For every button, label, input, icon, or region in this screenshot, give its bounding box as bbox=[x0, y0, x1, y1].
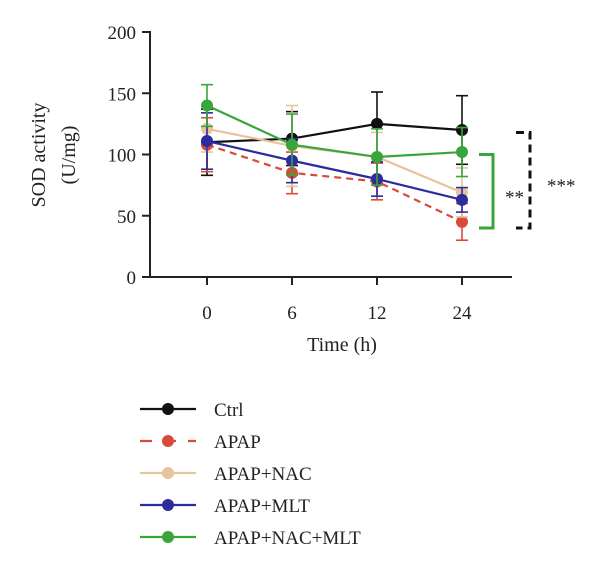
y-tick-label: 200 bbox=[108, 23, 137, 44]
legend-item: APAP+MLT bbox=[140, 496, 310, 517]
y-tick-label: 50 bbox=[117, 207, 136, 228]
data-point bbox=[201, 135, 213, 148]
series-layer bbox=[201, 83, 468, 242]
legend-item: APAP+NAC+MLT bbox=[140, 528, 361, 549]
data-point bbox=[286, 138, 298, 151]
x-axis-title: Time (h) bbox=[307, 334, 377, 356]
series-line bbox=[206, 143, 463, 223]
legend-swatch-marker bbox=[162, 467, 174, 479]
y-axis-unit: (U/mg) bbox=[58, 126, 80, 185]
significance-bracket: ** bbox=[479, 153, 524, 230]
data-point bbox=[456, 193, 468, 206]
legend-label: APAP bbox=[214, 432, 261, 453]
legend-label: APAP+NAC+MLT bbox=[214, 528, 361, 549]
legend: Ctrl APAP APAP+NAC APAP+MLT APAP+NAC+MLT bbox=[140, 400, 361, 549]
y-axis-title: SOD activity bbox=[28, 103, 50, 208]
x-tick-label: 24 bbox=[453, 303, 473, 324]
legend-swatch-marker bbox=[162, 435, 174, 447]
data-point bbox=[201, 99, 213, 112]
significance-bracket: *** bbox=[516, 130, 576, 230]
series-line bbox=[206, 104, 463, 159]
data-point bbox=[371, 117, 383, 130]
legend-item: APAP+NAC bbox=[140, 464, 312, 485]
significance-label: *** bbox=[547, 176, 576, 197]
x-tick-label: 0 bbox=[202, 303, 212, 324]
legend-item: APAP bbox=[140, 432, 261, 453]
data-point bbox=[456, 215, 468, 228]
y-tick-label: 150 bbox=[108, 84, 137, 105]
data-point bbox=[456, 146, 468, 159]
legend-label: APAP+NAC bbox=[214, 464, 312, 485]
x-tick-label: 12 bbox=[368, 303, 387, 324]
series-ctrl bbox=[201, 91, 468, 177]
legend-label: Ctrl bbox=[214, 400, 244, 421]
legend-swatch-marker bbox=[162, 403, 174, 415]
legend-item: Ctrl bbox=[140, 400, 244, 421]
y-tick-label: 100 bbox=[108, 146, 137, 167]
bracket-line bbox=[479, 153, 495, 230]
x-tick-label: 6 bbox=[287, 303, 297, 324]
series-apap-nac-mlt bbox=[201, 83, 468, 186]
legend-swatch-marker bbox=[162, 499, 174, 511]
significance-label: ** bbox=[505, 187, 524, 208]
series-line bbox=[206, 127, 463, 194]
x-ticks: 0 6 12 24 bbox=[202, 277, 472, 324]
y-ticks: 0 50 100 150 200 bbox=[108, 23, 150, 289]
y-tick-label: 0 bbox=[127, 268, 137, 289]
bracket-line bbox=[516, 130, 532, 230]
significance-annotations: ***** bbox=[479, 130, 576, 230]
series-line bbox=[206, 122, 463, 144]
legend-swatch-marker bbox=[162, 531, 174, 543]
legend-label: APAP+MLT bbox=[214, 496, 310, 517]
series-line bbox=[206, 139, 463, 201]
data-point bbox=[371, 150, 383, 163]
